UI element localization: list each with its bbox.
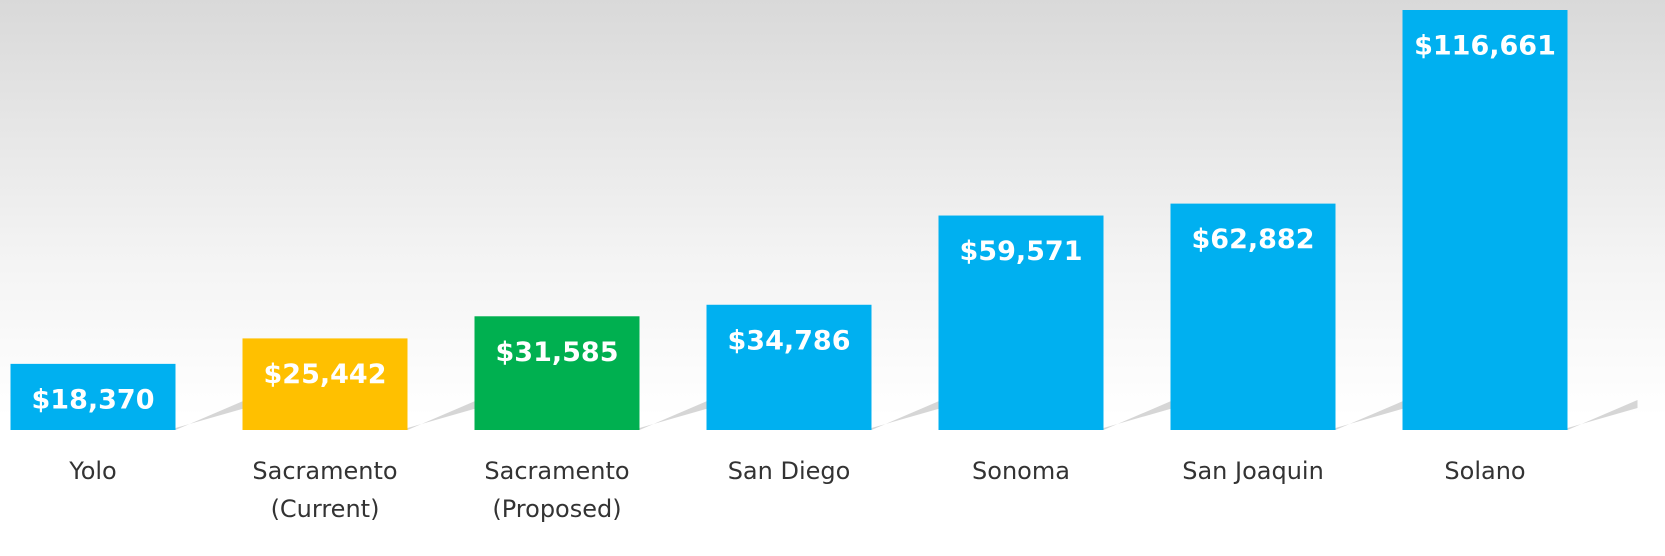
x-tick-label: Sacramento (Proposed) bbox=[484, 457, 630, 523]
x-tick-label: Yolo bbox=[69, 457, 117, 485]
bar bbox=[938, 215, 1104, 430]
bar bbox=[1402, 10, 1568, 430]
bar bbox=[10, 363, 176, 430]
value-label: $31,585 bbox=[496, 337, 619, 368]
value-label: $62,882 bbox=[1192, 224, 1315, 255]
value-label: $59,571 bbox=[960, 236, 1083, 267]
bar-shadow bbox=[175, 400, 246, 430]
bar-shadow bbox=[871, 400, 942, 430]
bar bbox=[242, 338, 408, 430]
x-tick-label: Solano bbox=[1444, 457, 1526, 485]
bar-shadow bbox=[1335, 400, 1406, 430]
bar-shadow bbox=[1103, 400, 1174, 430]
value-label: $25,442 bbox=[264, 359, 387, 390]
x-tick-label: San Joaquin bbox=[1182, 457, 1324, 485]
bar bbox=[706, 304, 872, 430]
bar-shadow bbox=[639, 400, 710, 430]
x-tick-label: Sacramento (Current) bbox=[252, 457, 398, 523]
value-label: $18,370 bbox=[32, 384, 155, 415]
bar-shadow bbox=[407, 400, 478, 430]
x-tick-label: San Diego bbox=[727, 457, 851, 485]
bar-shadow bbox=[1567, 400, 1638, 430]
x-tick-label: Sonoma bbox=[972, 457, 1070, 485]
bar bbox=[474, 316, 640, 430]
value-label: $34,786 bbox=[728, 325, 851, 356]
bar bbox=[1170, 203, 1336, 430]
value-label: $116,661 bbox=[1414, 31, 1556, 62]
